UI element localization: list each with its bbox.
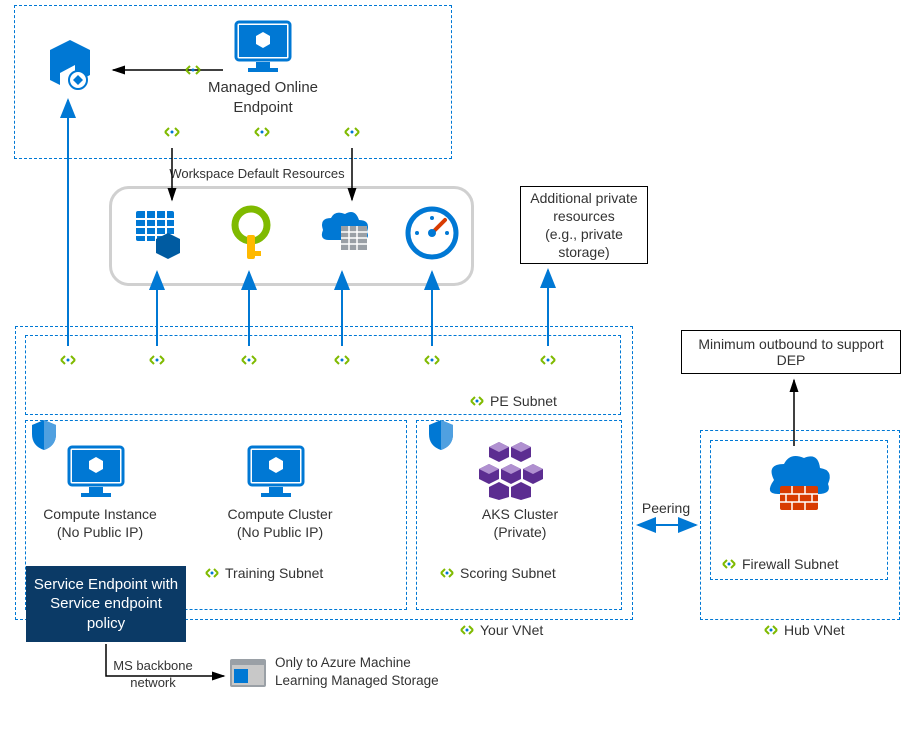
pe-subnet-label-container: PE Subnet [468, 393, 557, 409]
acr-icon [315, 208, 375, 261]
scoring-subnet-label-container: Scoring Subnet [438, 565, 556, 581]
endpoint-label: Managed Online Endpoint [205, 78, 321, 117]
keyvault-icon [225, 205, 277, 264]
compute-instance-label: Compute Instance (No Public IP) [35, 505, 165, 541]
service-endpoint-label: Service Endpoint with Service endpoint p… [32, 575, 180, 634]
compute-instance-icon [65, 443, 127, 504]
peering-label: Peering [638, 499, 694, 517]
pe-icon [203, 566, 221, 580]
ms-storage-note: Only to Azure Machine Learning Managed S… [275, 654, 455, 689]
aks-cluster-icon [477, 438, 557, 507]
shield-icon-1 [29, 418, 59, 455]
min-outbound-label: Minimum outbound to support DEP [686, 336, 896, 368]
your-vnet-label-container: Your VNet [458, 622, 543, 638]
additional-private-label: Additional private resources (e.g., priv… [525, 189, 643, 262]
ms-storage-icon [228, 657, 268, 694]
pe-icon [458, 623, 476, 637]
pe-icon [762, 623, 780, 637]
service-endpoint-box: Service Endpoint with Service endpoint p… [26, 566, 186, 642]
pe-subnet-label: PE Subnet [490, 393, 557, 409]
compute-cluster-icon [245, 443, 307, 504]
monitor-gauge-icon [405, 206, 459, 263]
storage-icon [132, 205, 188, 264]
pe-icon [720, 557, 738, 571]
ml-workspace-icon [40, 35, 100, 98]
shield-icon-2 [426, 418, 456, 455]
ms-backbone-label: MS backbone network [104, 658, 202, 692]
min-outbound-box: Minimum outbound to support DEP [681, 330, 901, 374]
your-vnet-label: Your VNet [480, 622, 543, 638]
workspace-resources-label: Workspace Default Resources [157, 166, 357, 183]
firewall-icon [760, 450, 834, 517]
additional-private-box: Additional private resources (e.g., priv… [520, 186, 648, 264]
hub-vnet-label: Hub VNet [784, 622, 845, 638]
pe-icon [468, 394, 486, 408]
firewall-subnet-label: Firewall Subnet [742, 556, 839, 572]
scoring-subnet-label: Scoring Subnet [460, 565, 556, 581]
training-subnet-label-container: Training Subnet [203, 565, 323, 581]
firewall-subnet-label-container: Firewall Subnet [720, 556, 839, 572]
pe-icon [438, 566, 456, 580]
compute-cluster-label: Compute Cluster (No Public IP) [215, 505, 345, 541]
hub-vnet-label-container: Hub VNet [762, 622, 845, 638]
training-subnet-label: Training Subnet [225, 565, 323, 581]
endpoint-monitor-icon [232, 18, 294, 79]
aks-cluster-label: AKS Cluster (Private) [470, 505, 570, 541]
